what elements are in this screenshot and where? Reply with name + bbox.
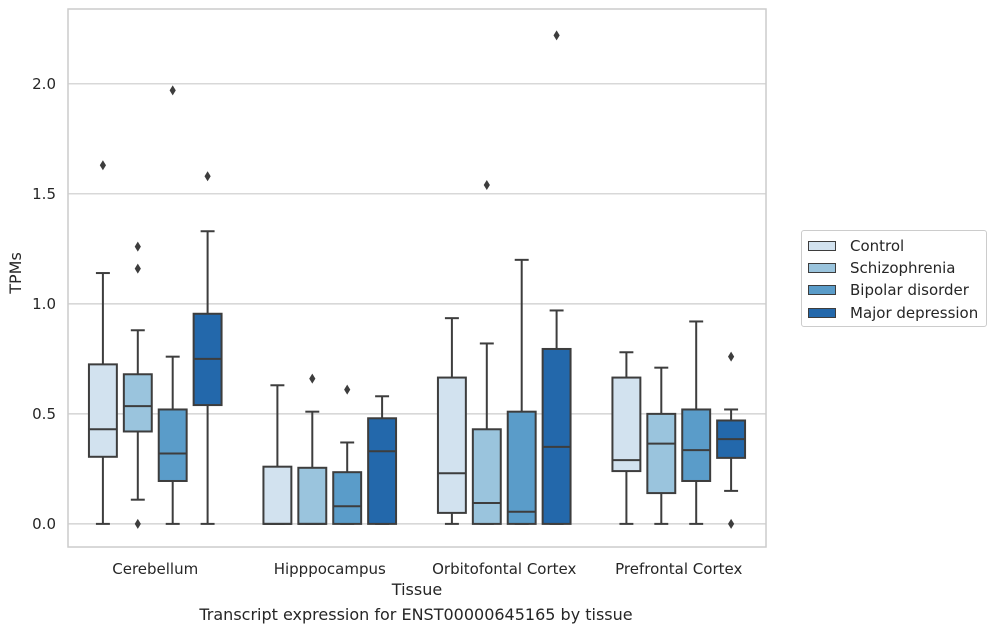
y-tick-label: 0.0 bbox=[32, 515, 56, 533]
legend-swatch-control bbox=[808, 241, 836, 251]
box-hipppocampus-schizophrenia-outlier bbox=[309, 373, 316, 384]
legend-label-schizophrenia: Schizophrenia bbox=[850, 259, 956, 277]
box-cerebellum-bipolar-disorder-outlier bbox=[169, 85, 176, 96]
box-cerebellum-schizophrenia bbox=[122, 373, 153, 433]
legend-item-control: Control bbox=[808, 237, 905, 255]
y-tick-label: 1.5 bbox=[32, 185, 56, 203]
figure-caption: Transcript expression for ENST0000064516… bbox=[199, 605, 633, 624]
x-tick-label: Orbitofontal Cortex bbox=[432, 560, 576, 578]
box-prefrontal-cortex-bipolar-disorder bbox=[681, 408, 712, 482]
legend-label-bipolar-disorder: Bipolar disorder bbox=[850, 281, 969, 299]
box-cerebellum-schizophrenia-outlier bbox=[134, 518, 141, 529]
legend-label-major-depression: Major depression bbox=[850, 304, 979, 322]
box-orbitofontal-cortex-bipolar-disorder bbox=[506, 410, 537, 525]
legend-item-schizophrenia: Schizophrenia bbox=[808, 259, 956, 277]
box-hipppocampus-control bbox=[262, 465, 293, 525]
legend-item-bipolar-disorder: Bipolar disorder bbox=[808, 281, 969, 299]
box-cerebellum-major-depression-outlier bbox=[204, 171, 211, 182]
y-tick-label: 1.0 bbox=[32, 295, 56, 313]
x-axis-label: Tissue bbox=[391, 580, 442, 599]
box-cerebellum-schizophrenia-outlier bbox=[134, 241, 141, 252]
x-tick-label: Cerebellum bbox=[112, 560, 198, 578]
box-hipppocampus-bipolar-disorder-outlier bbox=[344, 384, 351, 395]
box-prefrontal-cortex-major-depression-outlier bbox=[728, 518, 735, 529]
y-tick-label: 2.0 bbox=[32, 75, 56, 93]
box-orbitofontal-cortex-schizophrenia-outlier bbox=[483, 180, 490, 191]
box-orbitofontal-cortex-major-depression bbox=[541, 347, 572, 525]
plot-frame bbox=[67, 8, 767, 548]
legend: Control Schizophrenia Bipolar disorder M… bbox=[801, 230, 987, 327]
box-hipppocampus-schizophrenia bbox=[297, 466, 328, 525]
box-orbitofontal-cortex-control bbox=[436, 376, 467, 514]
legend-swatch-major-depression bbox=[808, 308, 836, 318]
x-tick-label: Prefrontal Cortex bbox=[615, 560, 742, 578]
y-axis-label: TPMs bbox=[6, 252, 25, 295]
box-cerebellum-schizophrenia-outlier bbox=[134, 263, 141, 274]
box-orbitofontal-cortex-schizophrenia bbox=[471, 428, 502, 525]
box-prefrontal-cortex-major-depression-outlier bbox=[728, 351, 735, 362]
x-tick-label: Hipppocampus bbox=[274, 560, 386, 578]
box-hipppocampus-bipolar-disorder bbox=[332, 471, 363, 525]
legend-swatch-bipolar-disorder bbox=[808, 285, 836, 295]
box-cerebellum-control-outlier bbox=[99, 160, 106, 171]
box-hipppocampus-major-depression bbox=[367, 417, 398, 525]
box-cerebellum-bipolar-disorder bbox=[157, 408, 188, 482]
box-prefrontal-cortex-schizophrenia bbox=[646, 412, 677, 495]
legend-item-major-depression: Major depression bbox=[808, 304, 979, 322]
box-prefrontal-cortex-control bbox=[611, 376, 642, 473]
legend-label-control: Control bbox=[850, 237, 905, 255]
box-orbitofontal-cortex-major-depression-outlier bbox=[553, 30, 560, 41]
y-tick-label: 0.5 bbox=[32, 405, 56, 423]
legend-swatch-schizophrenia bbox=[808, 263, 836, 273]
box-cerebellum-control bbox=[87, 363, 118, 458]
